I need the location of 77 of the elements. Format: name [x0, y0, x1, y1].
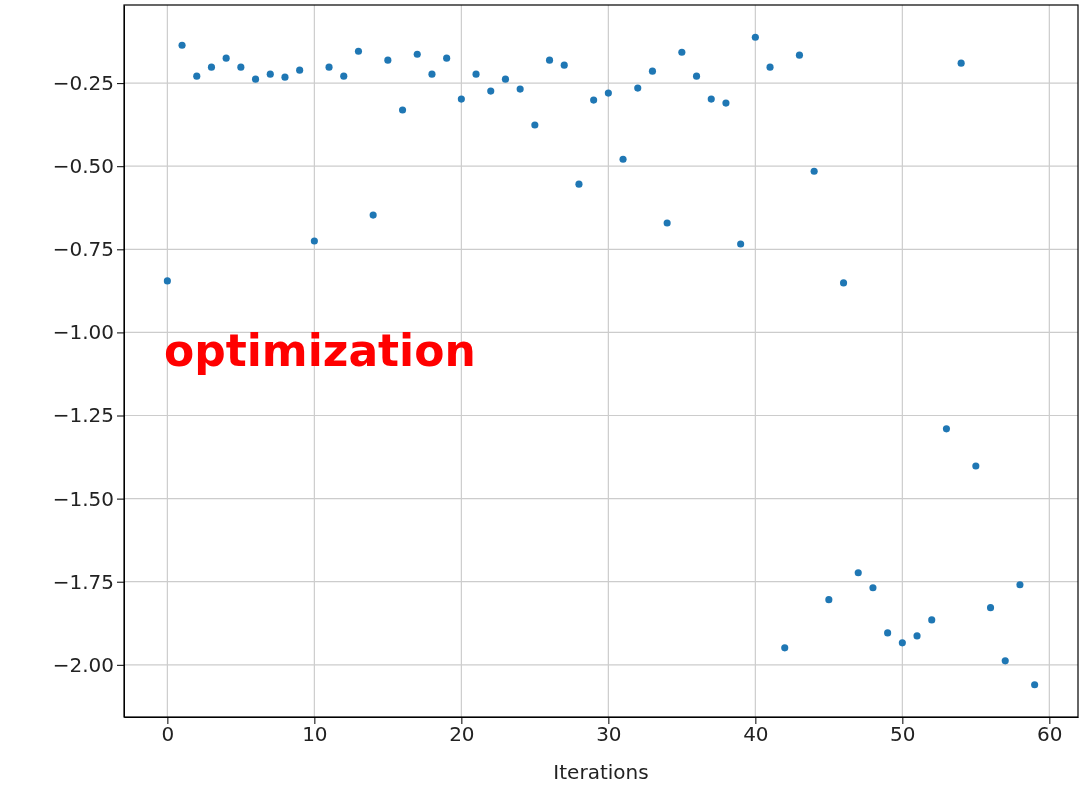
y-tick-label: −1.00 [52, 320, 114, 345]
point [898, 639, 906, 647]
y-tick-label: −2.00 [52, 652, 114, 677]
point [1001, 657, 1009, 665]
point [310, 237, 318, 245]
y-tick-label: −0.75 [52, 237, 114, 262]
point [354, 47, 363, 55]
point [531, 121, 539, 129]
point [163, 277, 171, 285]
point [854, 569, 862, 577]
point [634, 84, 642, 92]
point [516, 85, 524, 93]
point [340, 72, 348, 80]
point [707, 95, 715, 103]
x-axis-title: Iterations [553, 760, 649, 784]
point [266, 70, 274, 78]
y-tick-label: −1.75 [52, 569, 114, 594]
x-tick-label: 60 [1037, 722, 1063, 747]
point [575, 180, 583, 188]
point [590, 96, 598, 104]
y-tick-label: −1.25 [52, 403, 114, 428]
point [501, 75, 510, 83]
point [766, 63, 774, 71]
point [986, 604, 995, 612]
point [810, 167, 818, 175]
annotation: optimization [164, 324, 476, 376]
point [193, 72, 201, 80]
point [913, 632, 921, 640]
point [222, 54, 230, 62]
x-tick-label: 10 [302, 722, 328, 747]
point [884, 629, 892, 637]
point [928, 616, 936, 624]
point [457, 95, 465, 103]
point [207, 63, 216, 71]
point [869, 584, 877, 592]
point [957, 59, 965, 67]
y-tick-label: −0.25 [52, 71, 114, 96]
point [604, 89, 612, 97]
point [237, 63, 245, 71]
x-tick-label: 20 [449, 722, 475, 747]
point [972, 462, 980, 470]
x-tick-label: 30 [596, 722, 622, 747]
point [751, 33, 759, 41]
point [619, 155, 627, 163]
point [251, 75, 260, 83]
point [281, 73, 289, 81]
point [413, 50, 421, 58]
point [369, 211, 377, 219]
point [178, 41, 186, 49]
point [722, 99, 730, 107]
point [692, 72, 701, 80]
point [663, 219, 671, 227]
y-tick-label: −1.50 [52, 486, 114, 511]
point [398, 106, 407, 114]
point [648, 67, 657, 75]
point [678, 48, 686, 56]
point [487, 87, 495, 95]
point [1031, 681, 1039, 689]
point [545, 56, 554, 64]
point [737, 240, 745, 248]
point [825, 596, 833, 604]
point [443, 54, 451, 62]
x-tick-label: 50 [890, 722, 916, 747]
x-tick-label: 40 [743, 722, 769, 747]
point [472, 70, 480, 78]
point [942, 425, 951, 433]
point [325, 63, 333, 71]
y-tick-label: −0.50 [52, 154, 114, 179]
point [781, 644, 789, 652]
point [795, 51, 804, 59]
point [560, 61, 568, 69]
point [384, 56, 392, 64]
point [296, 66, 304, 74]
point [428, 70, 436, 78]
point [1016, 581, 1024, 589]
x-tick-label: 0 [161, 722, 175, 747]
point [839, 279, 848, 287]
